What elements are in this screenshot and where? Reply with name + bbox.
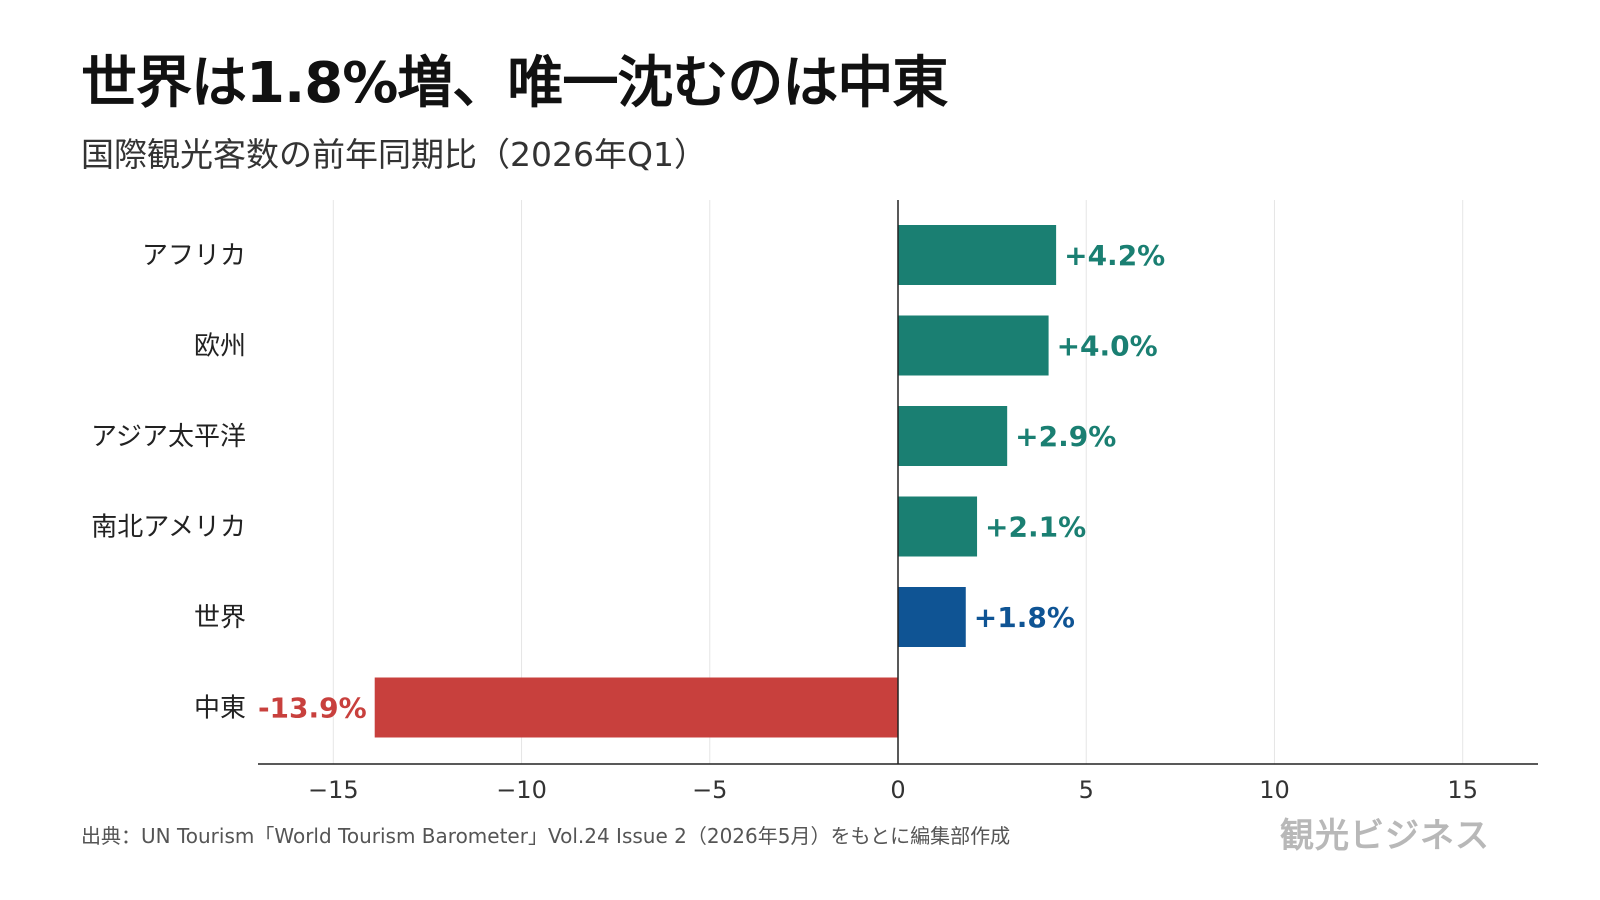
data-label: +2.1% xyxy=(985,511,1086,544)
axes xyxy=(258,200,1538,765)
x-tick-label: 0 xyxy=(890,776,905,804)
chart-title: 世界は1.8%増、唯一沈むのは中東 xyxy=(81,51,948,116)
bar xyxy=(898,225,1057,285)
brand-logo: 観光ビジネス xyxy=(1280,816,1490,856)
bars xyxy=(374,225,1057,738)
category-label: 南北アメリカ xyxy=(91,513,246,543)
data-label: +1.8% xyxy=(974,601,1075,634)
chart-subtitle: 国際観光客数の前年同期比（2026年Q1） xyxy=(81,135,707,174)
category-label: 世界 xyxy=(194,603,246,633)
data-label: +4.0% xyxy=(1057,330,1158,363)
category-label: 欧州 xyxy=(194,332,246,362)
bar xyxy=(898,406,1008,466)
category-label: アジア太平洋 xyxy=(91,422,246,452)
bar xyxy=(374,677,898,738)
x-tick-label: 10 xyxy=(1259,776,1290,804)
bar xyxy=(898,496,978,557)
x-tick-label: 5 xyxy=(1079,776,1094,804)
source-note: 出典：UN Tourism「World Tourism Barometer」Vo… xyxy=(81,824,1011,848)
bar xyxy=(898,315,1049,376)
x-tick-label: −5 xyxy=(692,776,727,804)
x-tick-label: −10 xyxy=(496,776,547,804)
data-label: +2.9% xyxy=(1015,420,1116,453)
bar xyxy=(898,587,966,647)
category-label: アフリカ xyxy=(142,241,246,271)
x-tick-label: −15 xyxy=(308,776,359,804)
labels: −15 −10 −5 0 5 10 15 アフリカ +4.2% 欧州 +4.0% アジア太平洋 +2.9… xyxy=(91,239,1478,804)
data-label: +4.2% xyxy=(1064,239,1165,272)
gridlines xyxy=(332,200,1464,764)
category-label: 中東 xyxy=(194,694,246,724)
x-tick-label: 15 xyxy=(1447,776,1478,804)
data-label: -13.9% xyxy=(258,692,367,725)
